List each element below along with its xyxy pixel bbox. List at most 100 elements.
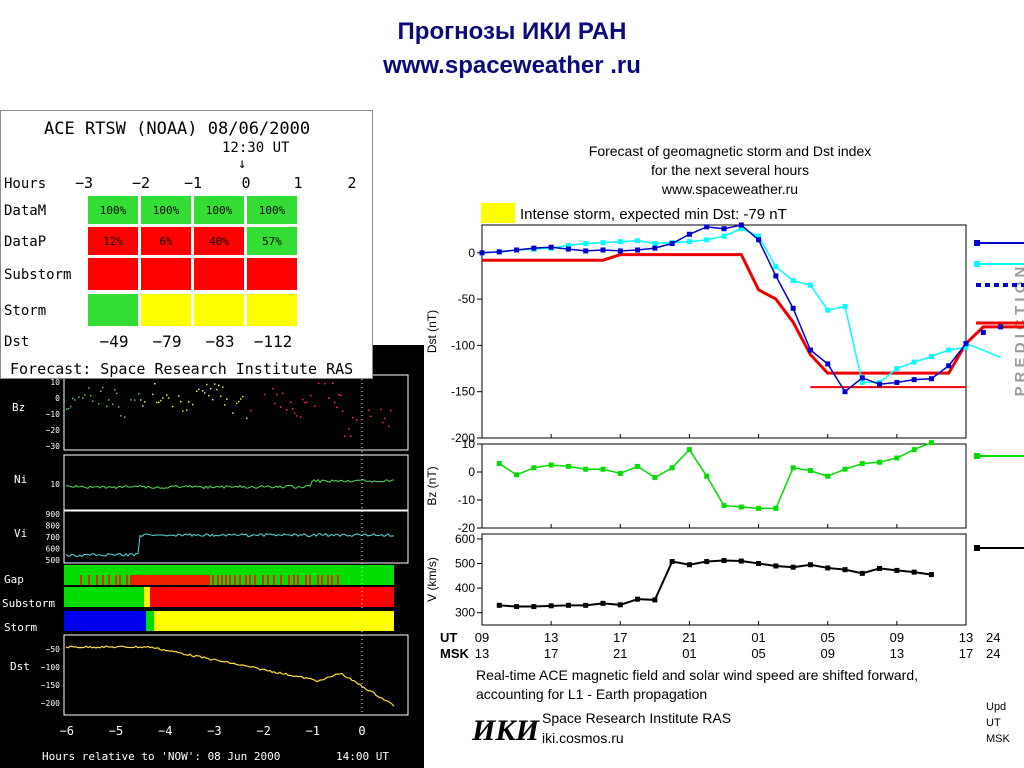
y-tick-label: 500 xyxy=(455,557,475,571)
msk-tick: 21 xyxy=(613,646,627,661)
model-dst-extension xyxy=(965,342,1001,359)
observed-dst-forecast-dot xyxy=(980,329,986,335)
bz-point xyxy=(842,466,848,472)
bz-trace-dot xyxy=(130,399,132,401)
bz-trace-dot xyxy=(88,387,90,389)
gap-mark xyxy=(309,575,311,585)
bz-trace-dot xyxy=(272,388,274,390)
ace-rtsw-panel: ACE RTSW (NOAA) 08/06/2000 12:30 UT ↓ Ho… xyxy=(0,110,373,379)
ace-cell-value: 100% xyxy=(100,204,127,217)
gap-mark xyxy=(280,575,282,585)
bz-trace-dot xyxy=(74,399,76,401)
storm-green xyxy=(146,611,154,631)
model-dst-point xyxy=(825,307,831,313)
speed-point xyxy=(514,604,520,610)
bz-trace-dot xyxy=(70,405,72,408)
bz-trace-dot xyxy=(242,395,244,398)
model-dst-point xyxy=(911,359,917,365)
bz-trace-dot xyxy=(160,399,162,402)
observed-dst-point xyxy=(479,250,485,256)
speed-point xyxy=(773,563,779,569)
bz-trace-dot xyxy=(240,398,242,400)
msk-tick: 17 xyxy=(959,646,973,661)
y-tick-label: -100 xyxy=(451,338,475,352)
bz-trace-dot xyxy=(292,408,294,410)
bz-trace-dot xyxy=(162,397,164,399)
bz-trace-dot xyxy=(188,401,190,403)
speed-point xyxy=(686,562,692,568)
bz-trace-dot xyxy=(384,417,386,420)
bz-trace-dot xyxy=(222,386,224,388)
ace-status-cell xyxy=(141,227,191,255)
bz-trace-dot xyxy=(154,382,156,385)
bz-trace-dot xyxy=(82,397,84,399)
ace-status-cell xyxy=(88,196,138,224)
bz-point xyxy=(790,465,796,471)
observed-dst-point xyxy=(807,347,813,353)
bz-trace-dot xyxy=(368,409,370,411)
model-dst-point xyxy=(894,366,900,372)
speed-point xyxy=(652,597,658,603)
bz-trace-dot xyxy=(204,392,206,394)
ace-dst-value: −79 xyxy=(153,332,182,351)
vi-frame xyxy=(63,510,409,564)
ace-status-cell xyxy=(88,294,138,326)
dark-x-tick: −2 xyxy=(256,724,270,738)
bz-trace-dot xyxy=(344,435,346,438)
bz-trace-dot xyxy=(350,435,352,437)
ace-status-cell xyxy=(194,227,244,255)
y-tick-label: 10 xyxy=(462,437,476,451)
ace-status-cell xyxy=(141,258,191,290)
gap-mark xyxy=(262,575,264,585)
observed-dst-point xyxy=(894,379,900,385)
bz-trace-dot xyxy=(116,392,118,395)
model-dst-point xyxy=(635,238,641,244)
bz-trace-dot xyxy=(276,393,278,396)
bz-tick: −20 xyxy=(46,426,61,435)
gap-mark xyxy=(225,575,227,585)
observed-dst-point xyxy=(877,381,883,387)
bz-trace-dot xyxy=(382,421,384,424)
dst-trace xyxy=(65,645,395,707)
ace-status-cell xyxy=(88,258,138,290)
speed-point xyxy=(911,569,917,575)
forecast-title-line1: Forecast of geomagnetic storm and Dst in… xyxy=(589,143,871,159)
substorm-label: Substorm xyxy=(2,597,55,610)
bz-trace-dot xyxy=(186,409,188,411)
gap-mark xyxy=(288,575,290,585)
forecast-title-line2: for the next several hours xyxy=(651,162,809,178)
bz-trace-dot xyxy=(92,400,94,402)
vi-tick: 500 xyxy=(46,556,61,565)
observed-dst-point xyxy=(911,377,917,383)
bz-point xyxy=(773,505,779,511)
y-tick-label: -50 xyxy=(458,292,476,306)
substorm-yellow xyxy=(144,587,150,607)
bz-trace-dot xyxy=(78,396,80,398)
bz-point xyxy=(704,473,710,479)
ni-label: Ni xyxy=(14,473,27,486)
ut-tick: 21 xyxy=(682,630,696,645)
bz-trace-dot xyxy=(180,400,182,403)
bz-point xyxy=(928,440,934,446)
speed-point xyxy=(790,564,796,570)
model-dst-point xyxy=(565,242,571,248)
bz-point xyxy=(514,472,520,478)
bz-trace-dot xyxy=(158,401,160,404)
vi-tick: 900 xyxy=(46,510,61,519)
bz-trace-dot xyxy=(370,415,372,418)
bz-trace-dot xyxy=(140,399,142,401)
bz-trace-dot xyxy=(390,409,392,412)
speed-point xyxy=(807,562,813,568)
speed-point xyxy=(928,572,934,578)
speed-point xyxy=(635,596,641,602)
ace-now-time: 12:30 UT xyxy=(222,140,290,156)
plot-frame xyxy=(481,533,967,626)
bz-trace-dot xyxy=(314,405,316,408)
bz-trace-dot xyxy=(214,383,216,385)
bz-trace-dot xyxy=(302,398,304,401)
ace-status-cell xyxy=(141,196,191,224)
bz-trace-dot xyxy=(118,406,120,408)
bz-trace-dot xyxy=(274,402,276,405)
substorm-red xyxy=(150,587,394,607)
ut-tick: 17 xyxy=(613,630,627,645)
